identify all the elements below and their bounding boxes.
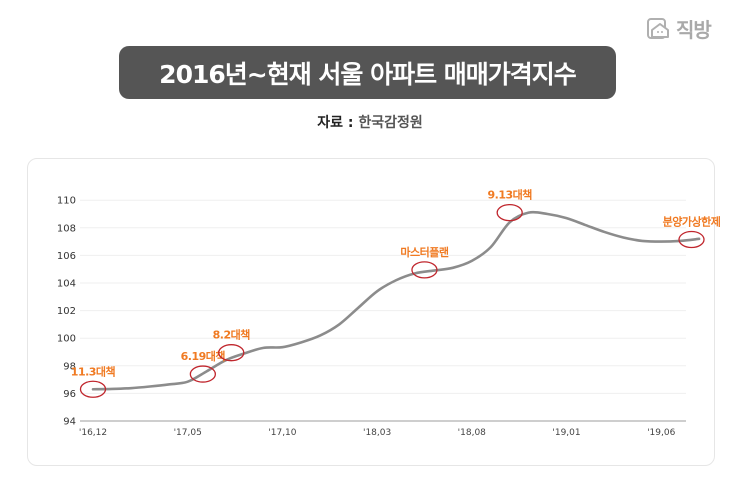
x-tick-label: '19,06 (647, 428, 676, 438)
source-label: 자료 (317, 115, 343, 131)
annotation-label: 분양가상한제 (663, 215, 721, 229)
x-tick-label: '18,08 (458, 428, 487, 438)
y-tick-label: 106 (57, 251, 76, 262)
annotation-circle (496, 203, 523, 222)
annotation-circle (189, 365, 217, 383)
annotation-circle (218, 344, 245, 362)
y-tick-label: 110 (57, 196, 76, 207)
y-tick-label: 100 (57, 334, 76, 345)
logo-text: 직방 (676, 18, 712, 42)
y-tick-label: 96 (63, 389, 76, 400)
y-tick-label: 94 (63, 417, 76, 428)
page-title: 2016년~현재 서울 아파트 매매가격지수 (159, 59, 577, 89)
x-tick-label: '16,12 (79, 428, 107, 438)
x-tick-label: '18,03 (363, 428, 391, 438)
annotation-label: 8.2대책 (213, 328, 251, 342)
y-tick-label: 108 (57, 223, 76, 234)
y-tick-label: 104 (57, 279, 76, 290)
annotation-label: 6.19대책 (181, 349, 226, 363)
y-tick-label: 102 (57, 306, 76, 317)
annotation-label: 11.3대책 (71, 364, 116, 378)
y-axis-ticks: 94 96 98 100 102 104 106 108 110 (57, 196, 76, 428)
annotation-circle (411, 261, 438, 279)
x-tick-label: '19,01 (552, 428, 580, 438)
title-banner: 2016년~현재 서울 아파트 매매가격지수 (119, 46, 616, 99)
x-tick-label: '17,05 (174, 428, 202, 438)
x-axis-ticks: '16,12 '17,05 '17,10 '18,03 '18,08 '19,01 '19,… (79, 428, 676, 438)
grid-lines (80, 199, 686, 422)
source-separator: : (347, 115, 354, 131)
source-value: 한국감정원 (358, 115, 423, 131)
chart-card (27, 158, 715, 466)
annotation-circle (79, 380, 107, 398)
y-tick-label: 98 (63, 361, 76, 372)
x-tick-label: '17,10 (268, 428, 297, 438)
source-line: 자료 : 한국감정원 (0, 112, 740, 132)
zigbang-logo: 직방 (646, 14, 712, 43)
annotation-label: 마스터플랜 (400, 245, 448, 259)
annotation-circle (678, 230, 705, 249)
house-icon (647, 17, 669, 39)
annotation-label: 9.13대책 (487, 188, 532, 202)
